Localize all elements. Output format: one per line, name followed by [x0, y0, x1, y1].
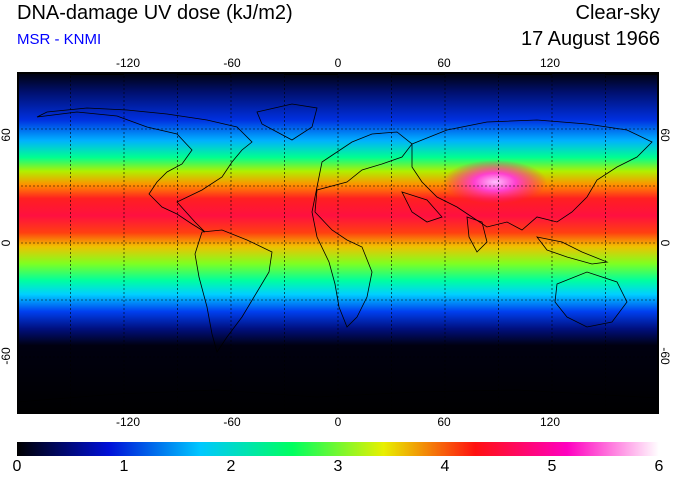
southeast-asia-islands [536, 236, 609, 265]
lon-tick-bottom: -120 [115, 415, 141, 429]
arabia-india-coast [401, 191, 488, 253]
lat-tick-right: 0 [658, 239, 672, 247]
lat-tick-left: 0 [0, 239, 13, 247]
north-america-coast [36, 107, 253, 233]
map-credit: MSR - KNMI [17, 31, 102, 48]
frame-ticks [17, 72, 659, 414]
greenland-coast [256, 103, 318, 141]
lat-tick-right: 60 [658, 128, 672, 142]
sky-condition: Clear-sky [575, 2, 660, 24]
tibet-uv-peak [443, 160, 547, 204]
colorbar-tick-label: 0 [12, 458, 22, 475]
colorbar-tick-label: 2 [226, 458, 236, 475]
lat-tick-left: 60 [0, 128, 13, 142]
colorbar-tick-label: 4 [440, 458, 450, 475]
antarctica-coast [17, 389, 659, 403]
lon-tick-bottom: 0 [334, 415, 342, 429]
colorbar [17, 442, 659, 456]
lon-tick-bottom: 120 [539, 415, 561, 429]
asia-coast [411, 119, 653, 231]
lon-tick-top: 120 [539, 56, 561, 70]
lon-tick-top: 60 [437, 56, 451, 70]
coastlines [17, 103, 659, 403]
lat-tick-left: -60 [0, 347, 13, 365]
lat-tick-right: -60 [658, 347, 672, 365]
colorbar-gradient [17, 442, 659, 456]
gridlines [17, 72, 659, 414]
lon-tick-bottom: -60 [223, 415, 241, 429]
colorbar-tick-label: 3 [333, 458, 343, 475]
map-title: DNA-damage UV dose (kJ/m2) [17, 2, 293, 24]
colorbar-tick-label: 1 [119, 458, 129, 475]
uv-dose-map [17, 72, 659, 414]
lon-tick-bottom: 60 [437, 415, 451, 429]
australia-coast [554, 271, 628, 328]
south-america-coast [194, 229, 273, 353]
colorbar-tick-label: 5 [547, 458, 557, 475]
lon-tick-top: -60 [223, 56, 241, 70]
lon-tick-top: 0 [334, 56, 342, 70]
colorbar-tick-label: 6 [654, 458, 664, 475]
europe-africa-coast [311, 131, 413, 328]
lon-tick-top: -120 [115, 56, 141, 70]
map-date: 17 August 1966 [520, 28, 660, 50]
